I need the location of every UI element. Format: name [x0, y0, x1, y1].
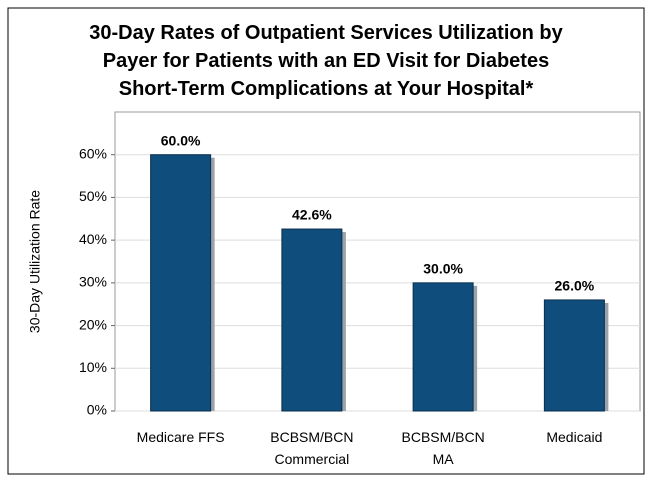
bar [412, 282, 474, 412]
value-label: 60.0% [161, 132, 201, 148]
bar [543, 299, 605, 412]
y-tick-label: 60% [79, 145, 107, 161]
y-tick-label: 0% [87, 402, 107, 418]
x-tick-label: BCBSM/BCN MA [402, 429, 485, 467]
value-label: 26.0% [555, 278, 595, 294]
y-axis-label: 30-Day Utilization Rate [27, 190, 43, 333]
chart-title: 30-Day Rates of Outpatient Services Util… [89, 22, 563, 100]
bar [150, 154, 212, 412]
value-label: 30.0% [423, 261, 463, 277]
y-tick-label: 20% [79, 316, 107, 332]
x-tick-label: BCBSM/BCN Commercial [270, 429, 353, 467]
value-label: 42.6% [292, 207, 332, 223]
y-tick-label: 10% [79, 359, 107, 375]
y-tick-label: 40% [79, 231, 107, 247]
bar [281, 228, 343, 412]
y-tick-label: 50% [79, 188, 107, 204]
x-tick-label: Medicaid [546, 429, 602, 445]
x-tick-label: Medicare FFS [137, 429, 225, 445]
y-tick-label: 30% [79, 274, 107, 290]
